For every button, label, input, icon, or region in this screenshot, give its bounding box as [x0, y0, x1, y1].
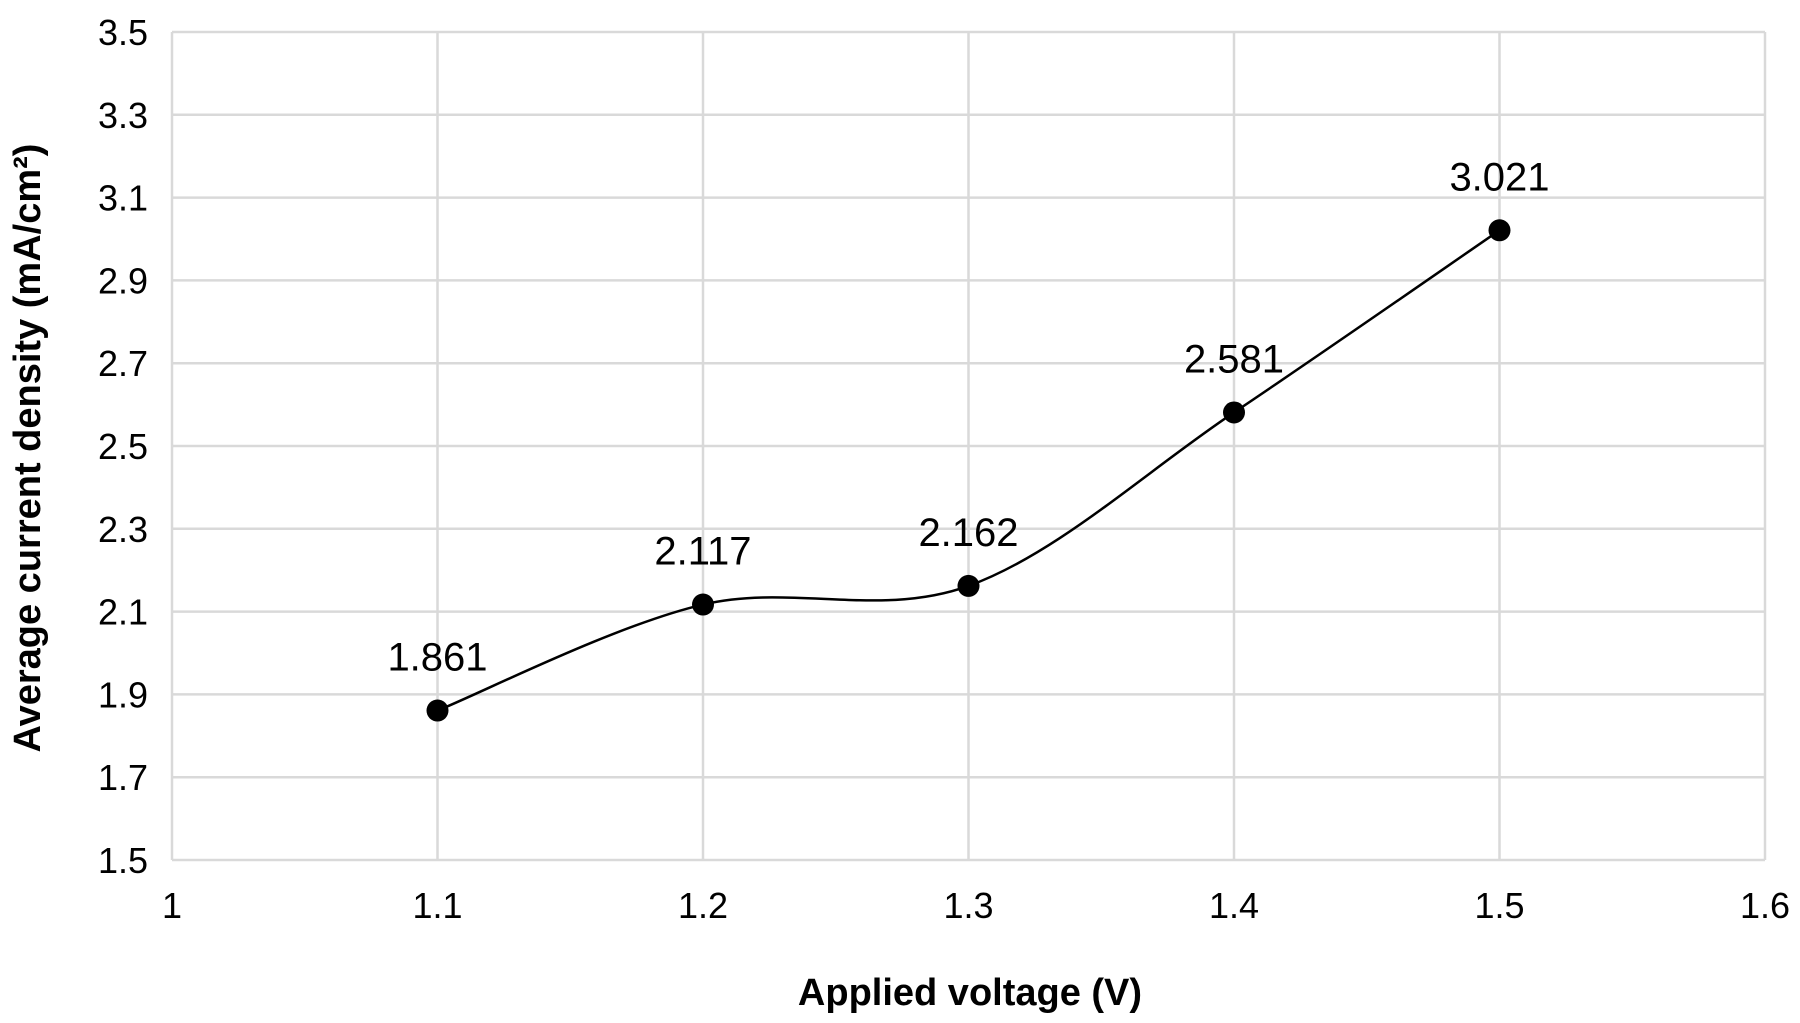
data-label: 2.162: [918, 511, 1018, 555]
x-tick-label: 1.3: [943, 885, 993, 926]
data-point: [692, 593, 714, 616]
x-tick-label: 1.6: [1740, 885, 1790, 926]
horizontal-gridlines: [172, 30, 1765, 862]
y-tick-label: 2.7: [98, 343, 148, 384]
y-axis-title: Average current density (mA/cm²): [7, 144, 49, 753]
data-point: [957, 574, 980, 597]
x-tick-label: 1.5: [1474, 885, 1524, 926]
x-tick-label: 1.1: [412, 885, 462, 926]
x-axis-title: Applied voltage (V): [798, 972, 1142, 1014]
data-label: 2.581: [1184, 337, 1284, 381]
data-point: [1223, 401, 1245, 424]
x-tick-label: 1.4: [1209, 885, 1259, 926]
data-point: [426, 699, 449, 722]
data-label: 2.117: [654, 530, 751, 574]
y-tick-label: 2.1: [98, 592, 148, 633]
data-label: 1.861: [387, 636, 487, 680]
y-tick-label: 3.1: [98, 178, 148, 219]
y-tick-label: 1.9: [98, 674, 148, 715]
data-point: [1488, 219, 1511, 242]
y-tick-label: 3.3: [98, 95, 148, 136]
y-tick-label: 1.5: [98, 840, 148, 881]
y-tick-label: 2.5: [98, 426, 148, 467]
y-tick-label: 1.7: [98, 757, 148, 798]
x-axis-ticks: 1 1.1 1.2 1.3 1.4 1.5 1.6: [162, 885, 1790, 926]
y-tick-label: 2.9: [98, 260, 148, 301]
y-tick-label: 3.5: [98, 12, 148, 53]
y-axis-ticks: 1.5 1.7 1.9 2.1 2.3 2.5 2.7 2.9 3.1 3.3 3.5: [98, 12, 148, 881]
data-series: 1.861 2.117 2.162 2.581 3.021: [387, 155, 1550, 722]
y-tick-label: 2.3: [98, 509, 148, 550]
x-tick-label: 1.2: [678, 885, 728, 926]
x-tick-label: 1: [162, 885, 182, 926]
data-label: 3.021: [1449, 155, 1549, 199]
